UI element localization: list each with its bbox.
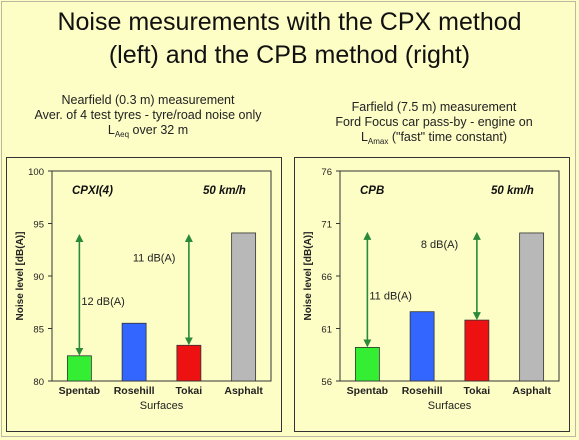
right-desc-line1: Farfield (7.5 m) measurement <box>351 100 517 114</box>
y-tick-label: 76 <box>321 167 332 178</box>
y-tick-label: 71 <box>321 220 332 231</box>
bar-asphalt <box>231 232 257 382</box>
right-description: Farfield (7.5 m) measurement Ford Focus … <box>294 100 574 149</box>
left-description: Nearfield (0.3 m) measurement Aver. of 4… <box>8 93 288 142</box>
difference-label: 11 dB(A) <box>133 253 176 265</box>
y-tick-label: 61 <box>321 325 332 336</box>
y-tick-label: 85 <box>33 325 44 336</box>
cpx-chart: 80 85 90 95 100 Spentab Rosehill Tokai Asphalt Su… <box>15 167 272 412</box>
left-desc-line3: LAeq over 32 m <box>8 123 288 142</box>
y-tick-label: 90 <box>33 272 44 283</box>
y-tick-label: 80 <box>33 377 44 388</box>
bar-spentab <box>66 355 92 382</box>
speed-label: 50 km/h <box>491 185 534 197</box>
bar-spentab <box>354 346 380 382</box>
speed-label: 50 km/h <box>203 185 246 197</box>
x-tick-label: Spentab <box>59 385 100 397</box>
left-desc-line2: Aver. of 4 test tyres - tyre/road noise … <box>34 108 262 122</box>
x-tick-label: Spentab <box>347 385 388 397</box>
bar-rosehill <box>121 322 147 382</box>
x-axis-label: Surfaces <box>428 400 472 412</box>
right-desc-rest: ("fast" time constant) <box>388 130 508 144</box>
y-axis-label: Noise level [dB(A)] <box>15 232 26 321</box>
x-tick-label: Rosehill <box>114 385 155 397</box>
method-label: CPXI(4) <box>72 185 113 197</box>
left-desc-line1: Nearfield (0.3 m) measurement <box>61 93 235 107</box>
bar-tokai <box>464 319 490 382</box>
y-tick-label: 66 <box>321 272 332 283</box>
chart-panel-cpb: 56 61 66 71 76 Spentab Rosehill Tokai Asphalt Sur… <box>294 157 570 432</box>
x-tick-label: Tokai <box>464 385 491 397</box>
slide-title-line1: Noise mesurements with the CPX method <box>57 8 522 36</box>
right-desc-subscript: Amax <box>367 137 389 146</box>
left-desc-subscript: Aeq <box>114 130 130 139</box>
right-desc-symbol: L <box>360 130 368 144</box>
left-desc-symbol: L <box>107 123 115 137</box>
x-tick-label: Rosehill <box>402 385 443 397</box>
bar-asphalt <box>519 232 545 382</box>
difference-label: 11 dB(A) <box>369 291 412 303</box>
slide-title-line2: (left) and the CPB method (right) <box>108 41 471 69</box>
right-desc-line3: LAmax ("fast" time constant) <box>294 130 574 149</box>
bar-rosehill <box>409 311 435 382</box>
left-desc-rest: over 32 m <box>129 123 189 137</box>
chart-panel-cpx: 80 85 90 95 100 Spentab Rosehill Tokai Asphalt Su… <box>6 157 282 432</box>
bar-tokai <box>176 344 202 382</box>
x-tick-label: Asphalt <box>512 385 551 397</box>
x-tick-label: Asphalt <box>224 385 263 397</box>
y-tick-label: 56 <box>321 377 332 388</box>
difference-label: 8 dB(A) <box>421 239 458 251</box>
y-tick-label: 100 <box>28 167 44 178</box>
difference-label: 12 dB(A) <box>81 296 124 308</box>
x-axis-label: Surfaces <box>140 400 184 412</box>
cpb-chart: 56 61 66 71 76 Spentab Rosehill Tokai Asphalt Sur… <box>303 167 560 412</box>
y-tick-label: 95 <box>33 220 44 231</box>
x-tick-label: Tokai <box>176 385 203 397</box>
right-desc-line2: Ford Focus car pass-by - engine on <box>335 115 533 129</box>
y-axis-label: Noise level [dB(A)] <box>303 232 314 321</box>
method-label: CPB <box>360 185 384 197</box>
